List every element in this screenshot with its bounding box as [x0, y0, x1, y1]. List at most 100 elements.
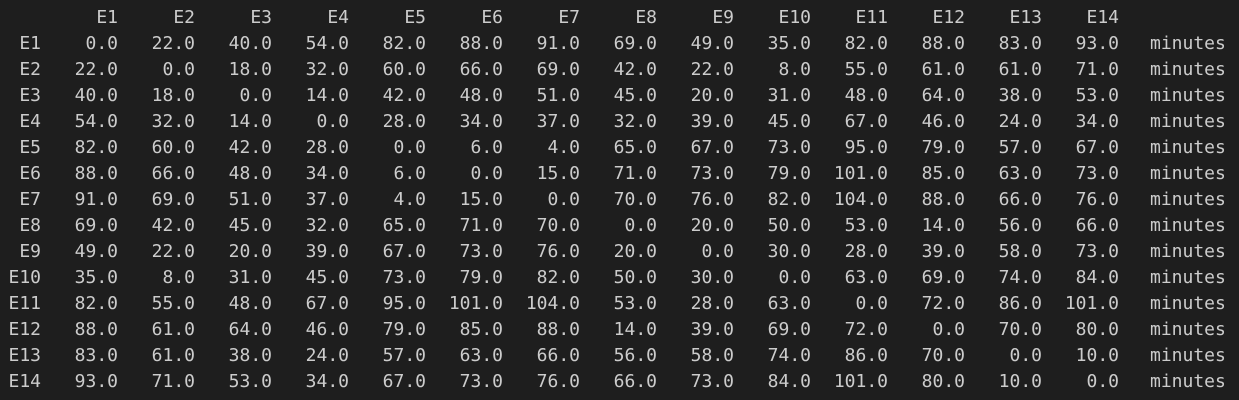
row-label: E2: [19, 59, 41, 80]
unit-label: minutes: [1150, 33, 1226, 54]
table-cell: 55.0: [151, 293, 195, 314]
row-label: E5: [19, 137, 41, 158]
table-cell: 66.0: [536, 345, 580, 366]
table-cell: 63.0: [844, 267, 888, 288]
table-cell: 45.0: [305, 267, 349, 288]
table-cell: 39.0: [305, 241, 349, 262]
table-cell: 32.0: [305, 215, 349, 236]
column-header: E2: [173, 7, 195, 28]
table-cell: 28.0: [690, 293, 734, 314]
table-cell: 30.0: [767, 241, 811, 262]
table-cell: 101.0: [833, 163, 888, 184]
table-row: E14 93.0 71.0 53.0 34.0 67.0 73.0 76.0 66.0 73.0 8…: [0, 369, 1239, 395]
table-cell: 66.0: [1075, 215, 1119, 236]
unit-label: minutes: [1150, 163, 1226, 184]
table-cell: 88.0: [921, 189, 965, 210]
table-cell: 69.0: [536, 59, 580, 80]
table-cell: 82.0: [536, 267, 580, 288]
unit-label: minutes: [1150, 189, 1226, 210]
table-cell: 46.0: [921, 111, 965, 132]
unit-label: minutes: [1150, 293, 1226, 314]
column-header: E1: [96, 7, 118, 28]
table-cell: 74.0: [767, 345, 811, 366]
table-cell: 15.0: [536, 163, 580, 184]
table-cell: 104.0: [833, 189, 888, 210]
table-cell: 67.0: [305, 293, 349, 314]
table-cell: 34.0: [305, 371, 349, 392]
table-cell: 20.0: [228, 241, 272, 262]
table-cell: 0.0: [393, 137, 426, 158]
table-cell: 4.0: [547, 137, 580, 158]
table-cell: 53.0: [844, 215, 888, 236]
table-cell: 31.0: [767, 85, 811, 106]
table-cell: 67.0: [382, 371, 426, 392]
table-row: E8 69.0 42.0 45.0 32.0 65.0 71.0 70.0 0.0 20.0 50.…: [0, 213, 1239, 239]
table-cell: 50.0: [767, 215, 811, 236]
table-cell: 28.0: [382, 111, 426, 132]
table-cell: 76.0: [536, 241, 580, 262]
table-cell: 79.0: [459, 267, 503, 288]
table-cell: 51.0: [228, 189, 272, 210]
row-label: E14: [8, 371, 41, 392]
table-cell: 67.0: [844, 111, 888, 132]
table-cell: 74.0: [998, 267, 1042, 288]
table-cell: 93.0: [1075, 33, 1119, 54]
table-cell: 80.0: [1075, 319, 1119, 340]
table-cell: 40.0: [228, 33, 272, 54]
table-cell: 0.0: [932, 319, 965, 340]
table-cell: 6.0: [470, 137, 503, 158]
table-cell: 58.0: [690, 345, 734, 366]
table-cell: 24.0: [305, 345, 349, 366]
table-cell: 10.0: [998, 371, 1042, 392]
table-cell: 34.0: [1075, 111, 1119, 132]
table-cell: 66.0: [613, 371, 657, 392]
table-cell: 69.0: [613, 33, 657, 54]
table-cell: 18.0: [228, 59, 272, 80]
table-cell: 71.0: [1075, 59, 1119, 80]
table-cell: 0.0: [162, 59, 195, 80]
table-cell: 48.0: [228, 163, 272, 184]
column-header: E9: [712, 7, 734, 28]
table-cell: 0.0: [470, 163, 503, 184]
table-cell: 61.0: [921, 59, 965, 80]
table-cell: 104.0: [525, 293, 580, 314]
table-cell: 58.0: [998, 241, 1042, 262]
row-label: E1: [19, 33, 41, 54]
table-cell: 14.0: [228, 111, 272, 132]
table-cell: 30.0: [690, 267, 734, 288]
table-cell: 57.0: [382, 345, 426, 366]
table-row: E10 35.0 8.0 31.0 45.0 73.0 79.0 82.0 50.0 30.0 0.…: [0, 265, 1239, 291]
table-cell: 67.0: [382, 241, 426, 262]
table-cell: 61.0: [151, 345, 195, 366]
table-cell: 76.0: [1075, 189, 1119, 210]
table-cell: 82.0: [844, 33, 888, 54]
table-row: E13 83.0 61.0 38.0 24.0 57.0 63.0 66.0 56.0 58.0 7…: [0, 343, 1239, 369]
table-cell: 72.0: [921, 293, 965, 314]
table-cell: 54.0: [74, 111, 118, 132]
row-label: E10: [8, 267, 41, 288]
table-cell: 38.0: [228, 345, 272, 366]
table-row: E4 54.0 32.0 14.0 0.0 28.0 34.0 37.0 32.0 39.0 45.…: [0, 109, 1239, 135]
table-cell: 82.0: [767, 189, 811, 210]
row-label: E3: [19, 85, 41, 106]
unit-label: minutes: [1150, 85, 1226, 106]
table-cell: 53.0: [228, 371, 272, 392]
column-header: E3: [250, 7, 272, 28]
table-cell: 22.0: [74, 59, 118, 80]
table-cell: 71.0: [459, 215, 503, 236]
table-cell: 51.0: [536, 85, 580, 106]
table-cell: 101.0: [448, 293, 503, 314]
table-cell: 55.0: [844, 59, 888, 80]
table-cell: 101.0: [833, 371, 888, 392]
table-cell: 71.0: [151, 371, 195, 392]
unit-label: minutes: [1150, 59, 1226, 80]
table-cell: 91.0: [536, 33, 580, 54]
table-cell: 84.0: [1075, 267, 1119, 288]
table-cell: 85.0: [459, 319, 503, 340]
row-label: E7: [19, 189, 41, 210]
table-cell: 69.0: [151, 189, 195, 210]
table-cell: 73.0: [382, 267, 426, 288]
row-label: E9: [19, 241, 41, 262]
table-cell: 70.0: [536, 215, 580, 236]
